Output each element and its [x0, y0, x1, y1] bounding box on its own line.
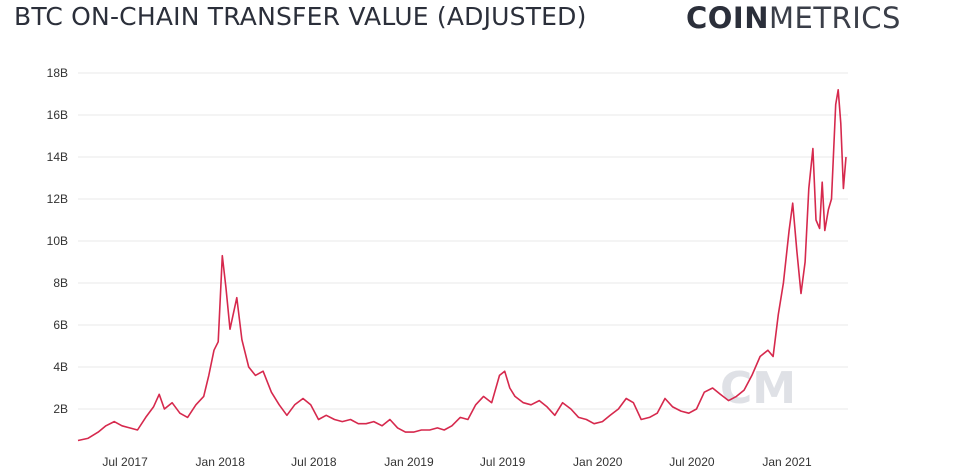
coinmetrics-logo: COINMETRICS	[686, 1, 901, 35]
y-tick-label: 6B	[53, 318, 68, 332]
x-tick-label: Jul 2020	[669, 455, 715, 467]
x-tick-label: Jan 2018	[196, 455, 246, 467]
x-tick-label: Jul 2018	[291, 455, 337, 467]
y-tick-label: 18B	[47, 66, 68, 80]
x-axis: Jul 2017 Jan 2018 Jul 2018 Jan 2019 Jul 2019…	[102, 455, 812, 467]
y-axis: 2B 4B 6B 8B 10B 12B 14B 16B 18B	[47, 66, 68, 416]
y-tick-label: 14B	[47, 150, 68, 164]
y-tick-label: 12B	[47, 192, 68, 206]
y-tick-label: 8B	[53, 276, 68, 290]
x-tick-label: Jan 2019	[384, 455, 434, 467]
y-tick-label: 4B	[53, 360, 68, 374]
chart-title: BTC ON-CHAIN TRANSFER VALUE (ADJUSTED)	[14, 2, 587, 31]
x-tick-label: Jul 2019	[480, 455, 526, 467]
y-tick-label: 10B	[47, 234, 68, 248]
x-tick-label: Jan 2020	[573, 455, 623, 467]
logo-coin-text: COIN	[686, 1, 769, 35]
series-layer	[77, 89, 847, 442]
logo-metrics-text: METRICS	[769, 1, 901, 35]
gridlines	[78, 72, 848, 410]
x-tick-label: Jul 2017	[102, 455, 148, 467]
y-tick-label: 2B	[53, 402, 68, 416]
cm-watermark: CM	[720, 363, 796, 414]
x-tick-label: Jan 2021	[762, 455, 812, 467]
y-tick-label: 16B	[47, 108, 68, 122]
series-line	[77, 89, 847, 442]
